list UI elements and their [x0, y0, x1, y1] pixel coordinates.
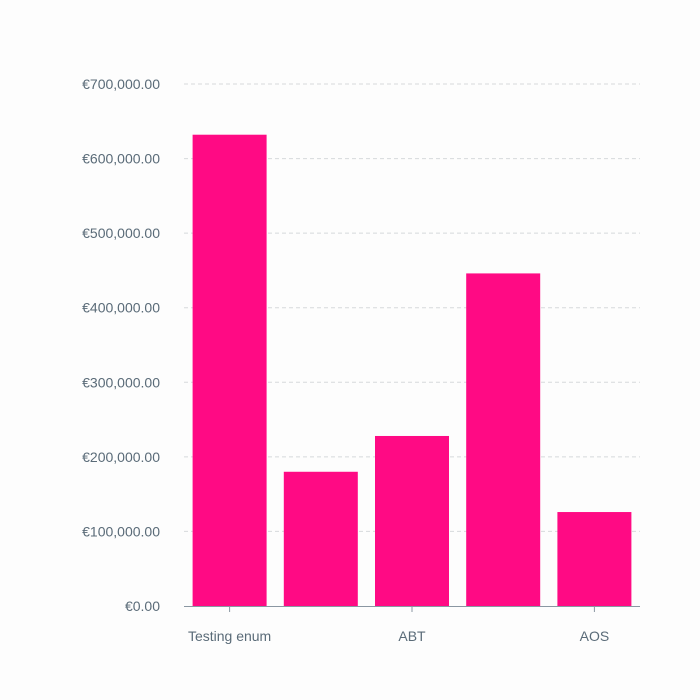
x-ticks — [229, 606, 595, 612]
y-tick-label-3: €300,000.00 — [82, 374, 160, 390]
x-axis-labels: Testing enum ABT AOS — [188, 628, 609, 644]
y-tick-label-5: €500,000.00 — [82, 225, 160, 241]
y-tick-label-1: €100,000.00 — [82, 523, 160, 539]
bar-3[interactable] — [466, 273, 541, 606]
bar-0[interactable] — [192, 134, 267, 607]
bar-2[interactable] — [375, 435, 449, 606]
bar-4[interactable] — [557, 512, 632, 606]
y-axis-labels: €0.00 €100,000.00 €200,000.00 €300,000.00 €4… — [82, 76, 160, 614]
bars — [192, 134, 632, 607]
bar-1[interactable] — [283, 471, 358, 606]
y-tick-label-4: €400,000.00 — [82, 300, 160, 316]
x-tick-label-1: ABT — [398, 628, 426, 644]
y-tick-label-6: €600,000.00 — [82, 151, 160, 167]
y-tick-label-0: €0.00 — [125, 598, 160, 614]
y-tick-label-2: €200,000.00 — [82, 449, 160, 465]
y-tick-label-7: €700,000.00 — [82, 76, 160, 92]
x-tick-label-0: Testing enum — [188, 628, 271, 644]
x-tick-label-2: AOS — [580, 628, 610, 644]
